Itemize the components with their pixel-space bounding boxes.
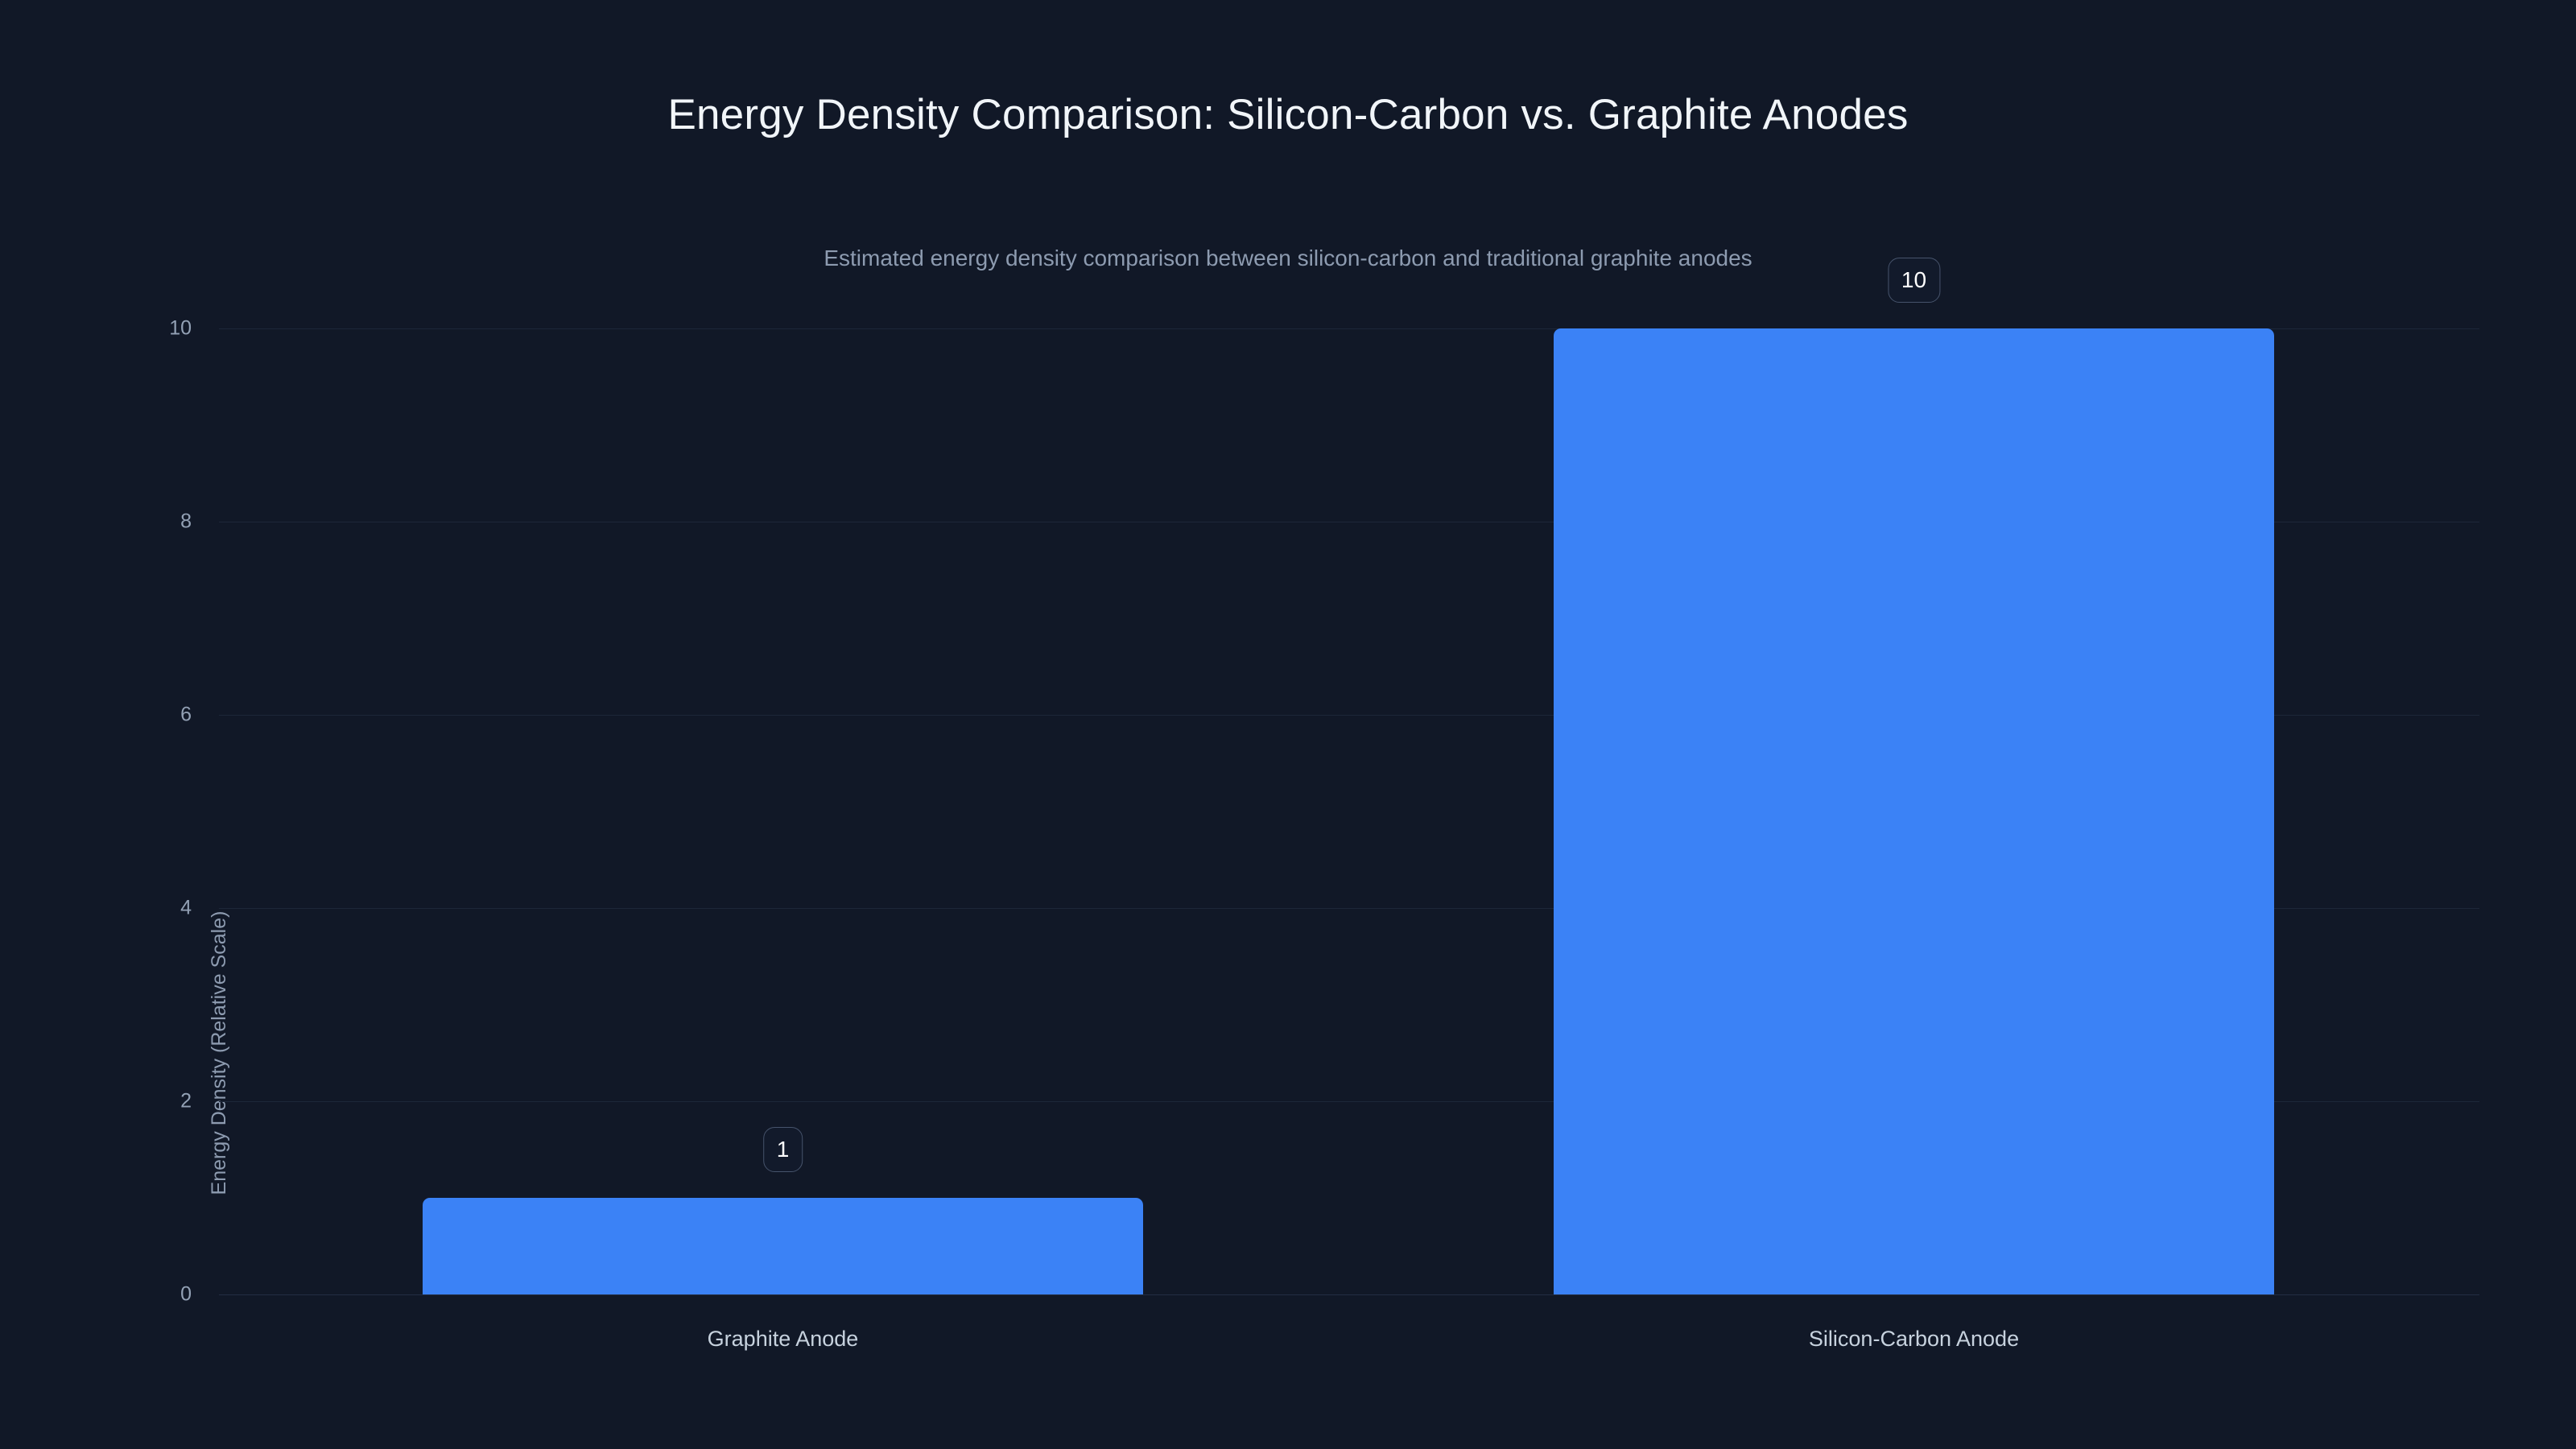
chart-title: Energy Density Comparison: Silicon-Carbo… [667,91,1909,138]
y-tick-label: 4 [180,896,192,919]
gridline [219,908,2479,909]
bar-value-badge: 10 [1887,258,1941,303]
y-tick-label: 0 [180,1282,192,1306]
y-tick-label: 8 [180,510,192,533]
x-tick-label: Silicon-Carbon Anode [1808,1327,2020,1351]
y-tick-label: 6 [180,703,192,726]
gridline [219,1101,2479,1102]
gridline [219,328,2479,329]
gridline [219,715,2479,716]
plot-area [219,328,2479,1295]
x-tick-label: Graphite Anode [707,1327,859,1351]
axis-baseline [219,1294,2479,1295]
y-tick-label: 10 [169,316,192,340]
y-tick-label: 2 [180,1089,192,1113]
bar[interactable] [423,1198,1143,1294]
chart-subtitle: Estimated energy density comparison betw… [824,246,1752,270]
bar[interactable] [1554,328,2274,1294]
bar-value-badge: 1 [762,1127,803,1172]
y-axis-tick-labels: 10 8 6 4 2 0 [0,318,192,1304]
